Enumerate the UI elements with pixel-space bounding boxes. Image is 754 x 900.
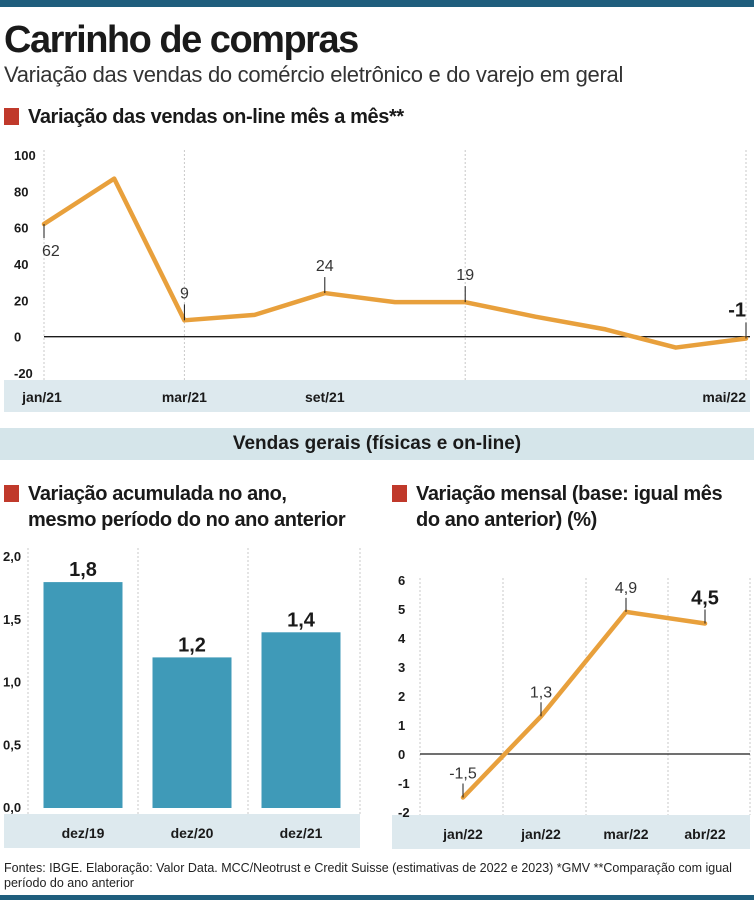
chart1-data-label: 62	[42, 243, 60, 260]
chart3-y-tick-label: 3	[398, 660, 405, 675]
chart2-title-line-2: mesmo período do no ano anterior	[28, 509, 346, 531]
bottom-frame-bar	[0, 895, 754, 900]
chart1-x-tick-label: mai/22	[702, 389, 746, 405]
chart2-bar	[43, 582, 123, 808]
chart1-x-tick-label: jan/21	[21, 389, 62, 405]
chart1-title: Variação das vendas on-line mês a mês**	[4, 104, 404, 130]
chart2-title: Variação acumulada no ano, mesmo período…	[4, 481, 346, 533]
chart3-data-label: -1,5	[449, 766, 477, 783]
chart1-data-label: 9	[180, 285, 189, 302]
chart2-y-tick-label: 0,5	[3, 737, 21, 752]
chart3-xaxis-band	[392, 815, 750, 849]
chart3-data-label: 4,5	[691, 588, 719, 610]
chart2-bar	[261, 632, 341, 808]
chart3-y-tick-label: 2	[398, 689, 405, 704]
chart2-x-tick-label: dez/19	[62, 825, 105, 841]
chart1-y-tick-label: -20	[14, 366, 33, 381]
chart2-bar-value-label: 1,4	[287, 609, 316, 631]
chart1-x-tick-label: set/21	[305, 389, 345, 405]
chart2-xaxis-band	[4, 814, 360, 848]
chart3-data-label: 1,3	[530, 684, 552, 701]
chart3-y-tick-label: -2	[398, 805, 410, 820]
chart1-y-tick-label: 80	[14, 184, 28, 199]
chart3-y-tick-label: -1	[398, 776, 410, 791]
chart1-y-tick-label: 40	[14, 257, 28, 272]
chart1-xaxis-band	[4, 380, 750, 412]
chart2-bar-value-label: 1,8	[69, 559, 97, 581]
chart2-y-tick-label: 1,5	[3, 612, 21, 627]
chart3-y-tick-label: 0	[398, 747, 405, 762]
chart3-y-tick-label: 5	[398, 602, 405, 617]
chart1-data-label: 24	[316, 258, 334, 275]
chart1-y-tick-label: 100	[14, 148, 36, 163]
chart1-data-label: -1	[728, 299, 746, 321]
chart3-y-tick-label: 1	[398, 718, 405, 733]
chart3-x-tick-label: mar/22	[603, 826, 648, 842]
chart3-x-tick-label: abr/22	[684, 826, 725, 842]
chart2-bar	[152, 657, 232, 808]
chart2-y-tick-label: 2,0	[3, 549, 21, 564]
section-band: Vendas gerais (físicas e on-line)	[0, 428, 754, 460]
chart2-y-tick-label: 0,0	[3, 800, 21, 815]
chart2-x-tick-label: dez/20	[171, 825, 214, 841]
page-title: Carrinho de compras	[4, 19, 359, 61]
page-subtitle: Variação das vendas do comércio eletrôni…	[4, 62, 624, 87]
chart3-data-label: 4,9	[615, 580, 637, 597]
chart2-title-line-1: Variação acumulada no ano,	[28, 483, 287, 505]
chart3-title: Variação mensal (base: igual mês do ano …	[392, 481, 723, 533]
chart1-data-label: 19	[456, 267, 474, 284]
chart2-x-tick-label: dez/21	[280, 825, 323, 841]
chart1-series-line	[41, 176, 749, 350]
chart3-x-tick-label: jan/22	[442, 826, 483, 842]
chart1-y-tick-label: 60	[14, 221, 28, 236]
chart2-y-tick-label: 1,0	[3, 675, 21, 690]
chart1-y-tick-label: 0	[14, 330, 21, 345]
sources-footer: Fontes: IBGE. Elaboração: Valor Data. MC…	[4, 861, 732, 890]
chart3-y-tick-label: 6	[398, 573, 405, 588]
chart2-bar-value-label: 1,2	[178, 634, 206, 656]
chart1-y-tick-label: 20	[14, 293, 28, 308]
chart3-y-tick-label: 4	[398, 631, 406, 646]
chart3-title-line-2: do ano anterior) (%)	[416, 509, 597, 531]
chart3-x-tick-label: jan/22	[520, 826, 561, 842]
chart1-x-tick-label: mar/21	[162, 389, 207, 405]
chart3-series-line	[460, 609, 708, 800]
chart3-title-line-1: Variação mensal (base: igual mês	[416, 483, 723, 505]
top-frame-bar	[0, 0, 754, 7]
